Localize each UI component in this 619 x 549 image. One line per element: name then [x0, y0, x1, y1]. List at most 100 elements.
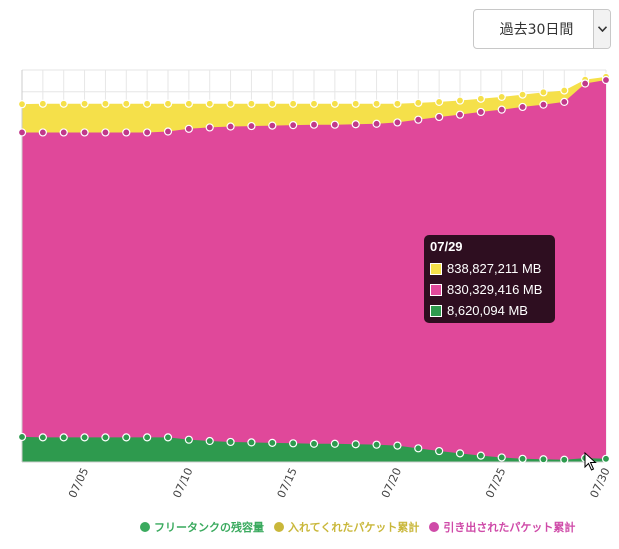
series-total-point: [226, 99, 235, 108]
series-free-point: [393, 441, 402, 450]
series-total-points: [17, 72, 611, 109]
legend-item-free[interactable]: フリータンクの残容量: [140, 519, 264, 535]
legend-label-total: 入れてくれたパケット累計: [288, 521, 420, 534]
tooltip-title: 07/29: [430, 239, 463, 254]
series-free-point: [184, 435, 193, 444]
series-out-point: [560, 97, 569, 107]
series-total-point: [289, 99, 298, 108]
series-total-point: [247, 99, 256, 108]
series-total-point: [268, 99, 277, 108]
legend-item-out[interactable]: 引き出されたパケット累計: [429, 519, 575, 535]
series-total-point: [393, 99, 402, 108]
series-total-point: [560, 86, 569, 95]
series-total-point: [309, 99, 319, 108]
tooltip-row-free: 8,620,094 MB: [430, 300, 549, 321]
series-total-point: [435, 97, 444, 107]
series-free-point: [17, 432, 27, 442]
series-free-point: [289, 439, 298, 448]
tooltip-value-out: 830,329,416 MB: [447, 282, 543, 297]
series-out-point: [101, 128, 110, 137]
series-out-point: [163, 127, 173, 136]
series-out-point: [226, 122, 235, 131]
series-free-point: [80, 433, 89, 442]
series-total-point: [17, 100, 27, 109]
series-out-point: [80, 128, 89, 137]
series-out-point: [330, 120, 339, 129]
period-select[interactable]: 過去30日間: [473, 9, 611, 49]
tooltip-swatch-free: [430, 304, 442, 317]
series-free-point: [38, 433, 47, 442]
series-total-point: [143, 99, 152, 108]
series-out-point: [414, 115, 423, 124]
series-free-point: [414, 444, 423, 453]
series-total-point: [518, 90, 527, 99]
x-tick-label: 07/05: [66, 466, 91, 500]
series-out-points: [17, 75, 611, 137]
series-out-point: [289, 121, 298, 130]
series-free-point: [330, 439, 339, 448]
series-total-point: [59, 99, 68, 108]
legend-label-out: 引き出されたパケット累計: [443, 521, 576, 534]
series-free-point: [163, 433, 173, 442]
legend-label-free: フリータンクの残容量: [154, 521, 264, 534]
series-out-point: [372, 119, 381, 128]
series-total-point: [184, 99, 193, 108]
legend-item-total[interactable]: 入れてくれたパケット累計: [274, 519, 419, 535]
series-total-point: [414, 98, 423, 107]
series-out-point: [17, 128, 27, 137]
series-out-point: [455, 110, 465, 119]
chart-legend: フリータンクの残容量 入れてくれたパケット累計 引き出されたパケット累計: [140, 519, 585, 535]
tooltip-swatch-out: [430, 283, 442, 296]
series-free-point: [309, 439, 319, 448]
series-out-point: [435, 112, 444, 122]
period-select-value: 過去30日間: [499, 22, 574, 38]
series-total-point: [351, 99, 360, 108]
series-free-point: [455, 449, 465, 458]
series-out-point: [184, 124, 193, 133]
series-free-point: [226, 437, 235, 447]
tooltip-row-out: 830,329,416 MB: [430, 279, 549, 300]
series-total-point: [163, 99, 173, 108]
series-out-point: [38, 128, 47, 137]
series-total-point: [38, 99, 47, 108]
tooltip-swatch-total: [430, 262, 442, 275]
series-out-point: [247, 121, 256, 131]
series-total-point: [205, 99, 214, 108]
series-total-point: [476, 94, 485, 103]
series-total-point: [101, 99, 110, 108]
series-total-point: [330, 99, 339, 108]
series-free-point: [101, 433, 110, 442]
series-free-point: [247, 438, 256, 447]
series-out-point: [59, 128, 68, 137]
series-out-point: [601, 75, 611, 85]
series-out-point: [581, 79, 590, 88]
chart-tooltip: 07/29 838,827,211 MB 830,329,416 MB 8,62…: [424, 235, 555, 323]
tooltip-value-total: 838,827,211 MB: [447, 261, 542, 276]
series-out-point: [539, 100, 548, 109]
series-free-point: [476, 451, 485, 460]
series-total-point: [372, 99, 381, 108]
series-total-point: [455, 96, 465, 105]
series-free-point: [268, 438, 277, 447]
mouse-cursor-icon: [584, 452, 597, 471]
legend-dot-total: [274, 522, 284, 532]
x-tick-label: 07/15: [275, 466, 300, 500]
x-tick-label: 07/20: [379, 466, 404, 500]
series-free-point: [601, 454, 611, 463]
series-out-point: [143, 128, 152, 137]
series-free-point: [435, 446, 444, 456]
series-total-point: [539, 88, 548, 97]
series-out-point: [205, 123, 214, 132]
series-out-point: [351, 120, 360, 129]
tooltip-value-free: 8,620,094 MB: [447, 303, 528, 318]
legend-dot-out: [429, 522, 440, 532]
series-free-point: [539, 455, 548, 464]
series-free-point: [560, 455, 569, 464]
series-out-point: [268, 121, 277, 130]
series-out-point: [497, 105, 506, 114]
x-tick-label: 07/25: [483, 466, 508, 500]
legend-dot-free: [140, 522, 150, 532]
chevron-down-icon: [593, 10, 610, 48]
series-out-point: [476, 107, 485, 117]
